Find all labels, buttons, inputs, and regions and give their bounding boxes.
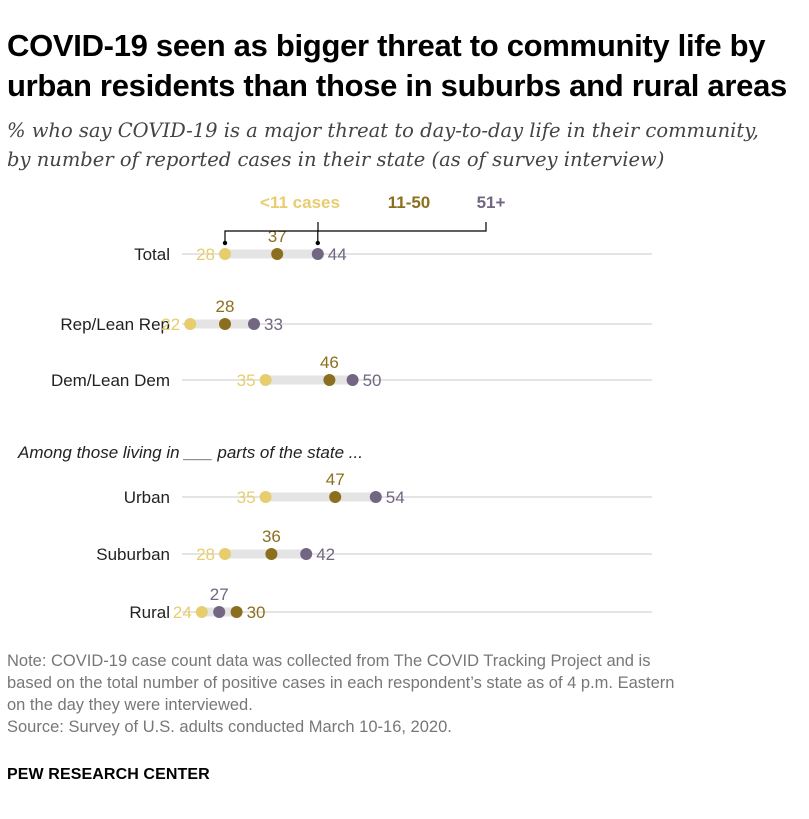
subtitle-line-1: % who say COVID-19 is a major threat to … <box>7 119 759 142</box>
row-dem-lean-dem-label: Dem/Lean Dem <box>51 371 170 390</box>
subtitle-line-2: by number of reported cases in their sta… <box>7 148 665 171</box>
row-total-dot-high <box>311 248 324 260</box>
row-suburban-value-high: 42 <box>316 545 335 564</box>
legend-leader-low <box>224 222 319 243</box>
row-rep-lean-rep-value-mid: 28 <box>216 297 235 316</box>
row-urban-label: Urban <box>124 488 170 507</box>
row-urban-value-low: 35 <box>237 488 256 507</box>
source-line: Source: Survey of U.S. adults conducted … <box>7 718 452 736</box>
row-rural-dot-low <box>195 606 208 618</box>
row-suburban-dot-low <box>219 548 231 560</box>
title-line-2: urban residents than those in suburbs an… <box>7 68 787 103</box>
section-label: Among those living in ___ parts of the s… <box>17 443 363 462</box>
row-suburban-value-low: 28 <box>196 545 215 564</box>
row-urban-value-mid: 47 <box>326 470 345 489</box>
row-rep-lean-rep-label: Rep/Lean Rep <box>60 315 170 334</box>
row-rep-lean-rep-value-high: 33 <box>264 315 283 334</box>
chart-title: COVID-19 seen as bigger threat to commun… <box>7 26 807 106</box>
row-rep-lean-rep-dot-low <box>184 318 197 330</box>
row-rural-value-mid: 30 <box>247 603 266 622</box>
row-total-dot-mid <box>271 248 284 260</box>
row-dem-lean-dem-dot-low <box>259 374 272 386</box>
legend-label-mid: 11-50 <box>388 193 431 212</box>
note-line-2: based on the total number of positive ca… <box>7 674 675 692</box>
row-rural-value-low: 24 <box>173 603 192 622</box>
legend-leader-low-end <box>222 240 228 246</box>
row-rep-lean-rep-dot-mid <box>219 318 231 330</box>
brand-logo-text: PEW RESEARCH CENTER <box>7 766 210 783</box>
note-line-3: on the day they were interviewed. <box>7 696 253 714</box>
row-total-value-high: 44 <box>328 245 347 264</box>
row-total-label: Total <box>134 245 170 264</box>
row-urban-dot-low <box>259 491 272 503</box>
chart-subtitle: % who say COVID-19 is a major threat to … <box>7 116 807 174</box>
row-suburban-label: Suburban <box>96 545 170 564</box>
row-rural-dot-high <box>213 606 226 618</box>
row-total-value-mid: 37 <box>268 227 287 246</box>
note-line-1: Note: COVID-19 case count data was colle… <box>7 652 651 670</box>
row-dem-lean-dem-value-low: 35 <box>237 371 256 390</box>
row-urban-dot-high <box>369 491 382 503</box>
row-rep-lean-rep-value-low: 22 <box>161 315 180 334</box>
row-suburban-dot-high <box>300 548 313 560</box>
row-total-value-low: 28 <box>196 245 215 264</box>
dot-plot-chart: <11 cases 11-50 51+ Among those living in _… <box>17 193 652 622</box>
row-urban-dot-mid <box>329 491 342 503</box>
legend-label-low: <11 cases <box>260 193 340 212</box>
row-suburban-dot-mid <box>265 548 278 560</box>
row-dem-lean-dem-value-high: 50 <box>363 371 382 390</box>
row-urban-value-high: 54 <box>386 488 405 507</box>
chart-notes: Note: COVID-19 case count data was colle… <box>7 650 802 738</box>
row-dem-lean-dem-value-mid: 46 <box>320 353 339 372</box>
row-dem-lean-dem-dot-mid <box>323 374 336 386</box>
row-rural-dot-mid <box>230 606 243 618</box>
legend-leader-high <box>317 222 487 243</box>
row-dem-lean-dem-dot-high <box>346 374 359 386</box>
row-total-dot-low <box>219 248 231 260</box>
row-suburban-value-mid: 36 <box>262 527 281 546</box>
legend-leader-high-end <box>315 240 320 246</box>
title-line-1: COVID-19 seen as bigger threat to commun… <box>7 28 766 63</box>
row-rep-lean-rep-dot-high <box>248 318 260 330</box>
legend-label-high: 51+ <box>477 193 506 212</box>
row-rural-value-high: 27 <box>210 585 229 604</box>
row-rural-label: Rural <box>129 603 170 622</box>
